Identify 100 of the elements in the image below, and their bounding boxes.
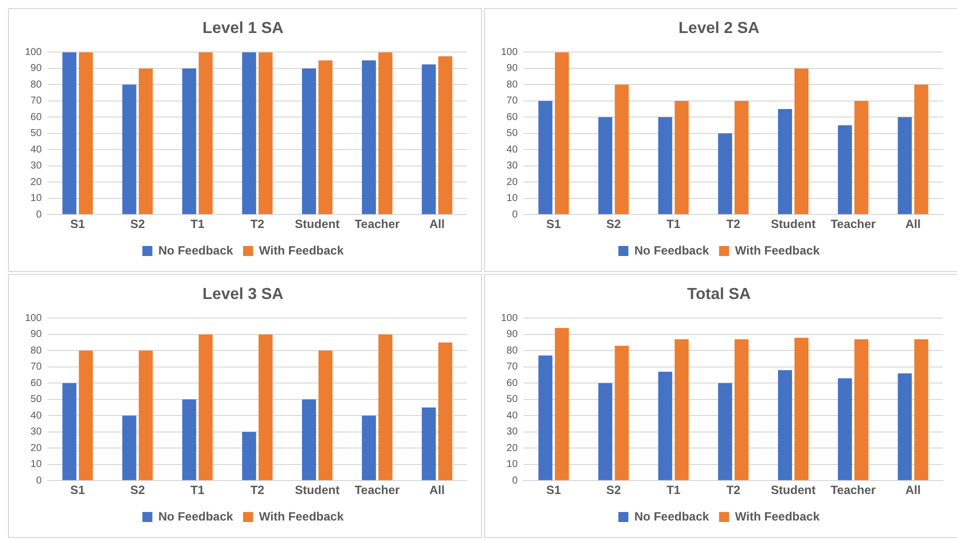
bar: [778, 370, 792, 480]
bar: [138, 350, 153, 480]
bar: [674, 339, 689, 480]
y-tick-label: 30: [30, 160, 42, 172]
y-tick-label: 40: [506, 410, 518, 422]
bar: [122, 84, 136, 214]
bar: [794, 68, 808, 214]
bar: [674, 100, 689, 214]
bar: [242, 52, 256, 214]
y-tick-label: 0: [36, 209, 42, 220]
y-tick-label: 80: [506, 345, 518, 356]
bar: [838, 125, 852, 214]
x-tick-label: Student: [770, 483, 816, 498]
bar: [838, 378, 852, 480]
y-tick-label: 60: [30, 378, 42, 389]
y-tick-label: 30: [30, 426, 42, 438]
bar: [422, 408, 436, 480]
y-tick-label: 70: [30, 96, 42, 107]
bar: [914, 339, 928, 480]
bar: [122, 416, 136, 480]
y-tick-label: 0: [36, 475, 42, 486]
legend-label: With Feedback: [259, 509, 344, 524]
x-tick-label: T1: [190, 217, 205, 232]
y-tick-label: 90: [506, 329, 518, 340]
x-tick-label: S1: [70, 483, 86, 498]
bar: [318, 350, 332, 480]
bar: [182, 399, 196, 480]
x-tick-label: S1: [546, 483, 562, 498]
x-tick-label: Teacher: [830, 217, 876, 232]
y-tick-label: 40: [30, 410, 42, 422]
bar: [62, 52, 76, 214]
y-tick-label: 30: [506, 426, 518, 438]
y-tick-label: 100: [500, 46, 518, 58]
x-tick-label: T1: [666, 483, 681, 498]
legend-label: With Feedback: [259, 243, 344, 258]
legend-label: No Feedback: [634, 243, 710, 258]
bar: [734, 100, 749, 214]
bar: [898, 373, 912, 480]
bar: [78, 52, 93, 214]
legend-label: With Feedback: [735, 509, 820, 524]
x-tick-label: Student: [294, 217, 340, 232]
y-tick-label: 20: [506, 442, 518, 454]
bar: [914, 84, 928, 214]
y-tick-label: 50: [30, 394, 42, 406]
y-tick-label: 70: [506, 96, 518, 107]
bar: [198, 334, 213, 480]
y-tick-label: 90: [30, 329, 42, 340]
bar: [718, 133, 732, 214]
bar: [554, 328, 569, 480]
x-tick-label: T2: [250, 483, 265, 498]
y-tick-label: 20: [30, 176, 42, 188]
bar: [182, 68, 196, 214]
bar: [242, 432, 256, 480]
x-tick-label: Student: [770, 217, 816, 232]
bar: [138, 68, 153, 214]
legend-label: With Feedback: [735, 243, 820, 258]
y-tick-label: 60: [506, 112, 518, 123]
bar: [598, 117, 612, 214]
y-tick-label: 10: [506, 459, 518, 470]
x-tick-label: All: [905, 217, 921, 232]
x-tick-label: T2: [726, 217, 741, 232]
bar: [598, 383, 612, 480]
bar: [78, 350, 93, 480]
x-tick-label: Student: [294, 483, 340, 498]
bar: [658, 117, 672, 214]
x-tick-label: T1: [190, 483, 205, 498]
chart-title: Level 1 SA: [202, 20, 284, 38]
x-tick-label: Teacher: [354, 483, 400, 498]
x-tick-label: All: [429, 217, 445, 232]
bar: [614, 346, 629, 480]
y-tick-label: 100: [24, 312, 42, 324]
bar: [362, 60, 376, 214]
x-tick-label: S2: [130, 483, 146, 498]
bar: [658, 372, 672, 480]
y-tick-label: 40: [30, 144, 42, 156]
y-tick-label: 60: [506, 378, 518, 389]
y-tick-label: 10: [506, 193, 518, 204]
y-tick-label: 90: [30, 63, 42, 74]
bar: [438, 56, 452, 214]
bar: [734, 339, 749, 480]
bar: [378, 334, 392, 480]
legend-label: No Feedback: [634, 509, 710, 524]
bar: [258, 52, 273, 214]
bar: [898, 117, 912, 214]
y-tick-label: 70: [506, 362, 518, 373]
x-tick-label: Teacher: [354, 217, 400, 232]
y-tick-label: 80: [30, 79, 42, 90]
x-tick-label: T2: [250, 217, 265, 232]
y-tick-label: 100: [24, 46, 42, 58]
bar: [554, 52, 569, 214]
y-tick-label: 50: [30, 128, 42, 140]
x-tick-label: T1: [666, 217, 681, 232]
bar: [198, 52, 213, 214]
bar: [422, 64, 436, 214]
y-tick-label: 80: [30, 345, 42, 356]
x-tick-label: S2: [130, 217, 146, 232]
x-tick-label: S2: [606, 483, 622, 498]
y-tick-label: 60: [30, 112, 42, 123]
y-tick-label: 20: [30, 442, 42, 454]
x-tick-label: Teacher: [830, 483, 876, 498]
